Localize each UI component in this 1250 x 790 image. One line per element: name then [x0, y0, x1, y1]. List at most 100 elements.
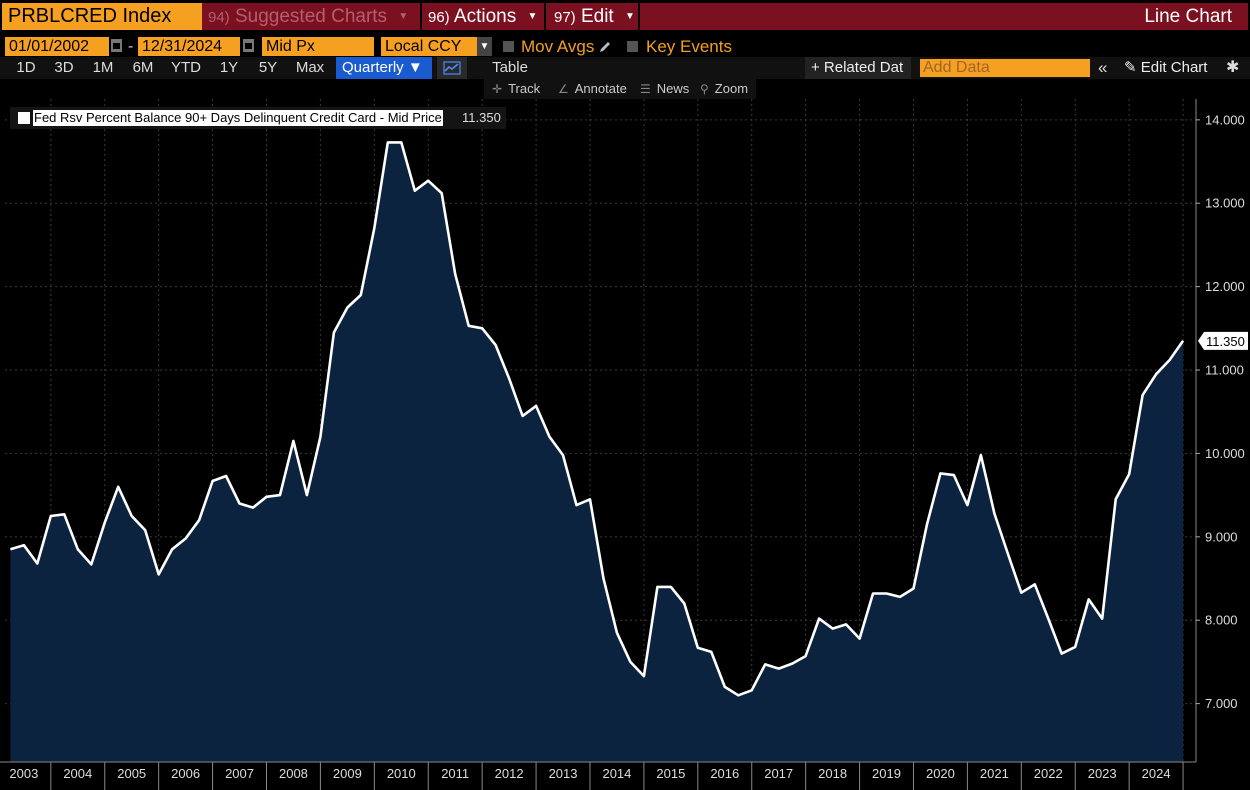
date-dash: -: [128, 38, 134, 55]
line-chart-button[interactable]: [437, 57, 467, 79]
period-ytd[interactable]: YTD: [171, 59, 201, 76]
suggested-charts-label: Suggested Charts: [234, 6, 388, 27]
edit-chart-label: Edit Chart: [1140, 59, 1208, 76]
period-5y[interactable]: 5Y: [258, 59, 278, 76]
y-tick-label: 8.000: [1205, 613, 1238, 628]
x-tick-label: 2009: [333, 766, 362, 781]
y-tick-label: 12.000: [1205, 279, 1245, 294]
edit-menu[interactable]: 97) Edit ▼: [554, 3, 635, 30]
x-tick-label: 2013: [549, 766, 578, 781]
actions-label: Actions: [453, 6, 517, 27]
news-icon: ☰: [640, 82, 651, 96]
x-axis-band: [0, 762, 1196, 790]
period-1m[interactable]: 1M: [92, 59, 114, 76]
frequency-select[interactable]: Quarterly ▼: [336, 57, 432, 79]
last-value-tag: [1198, 331, 1248, 350]
x-tick-label: 2023: [1088, 766, 1117, 781]
x-tick-label: 2022: [1034, 766, 1063, 781]
x-tick-label: 2021: [980, 766, 1009, 781]
line-chart-icon: [443, 61, 461, 75]
x-tick-label: 2015: [656, 766, 685, 781]
chevron-down-icon: ▼: [398, 11, 409, 23]
track-label: Track: [508, 81, 541, 96]
add-data-input[interactable]: Add Data: [920, 59, 1090, 77]
chevron-down-icon: ▼: [527, 11, 538, 23]
y-tick-label: 13.000: [1205, 196, 1245, 211]
chart-tools: ✛ Track ∠ Annotate ☰ News ⚲ Zoom: [484, 79, 756, 99]
period-max[interactable]: Max: [295, 59, 325, 76]
price-field-select[interactable]: Mid Px: [262, 37, 374, 56]
mov-avgs-checkbox[interactable]: [503, 41, 514, 52]
currency-select[interactable]: Local CCY: [381, 37, 477, 56]
x-tick-label: 2003: [9, 766, 38, 781]
last-value-label: 11.350: [1206, 334, 1245, 349]
annotate-tool[interactable]: ∠ Annotate: [558, 79, 627, 99]
zoom-icon: ⚲: [700, 82, 709, 96]
collapse-chevron-icon[interactable]: «: [1098, 58, 1108, 77]
x-axis: 2003 2004 2005 2006 2007 2008 2009 2010 2011 2012…: [0, 761, 1196, 790]
actions-num: 96): [428, 9, 450, 26]
legend-series-name: Fed Rsv Percent Balance 90+ Days Delinqu…: [33, 110, 443, 126]
header-bar: PRBLCRED Index 94) Suggested Charts ▼ 96…: [0, 0, 1250, 33]
y-tick-label: 7.000: [1205, 696, 1238, 711]
menu-divider: [638, 3, 640, 30]
x-tick-label: 2014: [602, 766, 631, 781]
related-data-button[interactable]: + Related Dat: [805, 57, 912, 79]
y-tick-label: 14.000: [1205, 112, 1245, 127]
crosshair-icon: ✛: [492, 82, 503, 96]
legend[interactable]: Fed Rsv Percent Balance 90+ Days Delinqu…: [10, 107, 506, 129]
x-tick-label: 2017: [764, 766, 793, 781]
x-tick-label: 2020: [926, 766, 955, 781]
period-3d[interactable]: 3D: [54, 59, 74, 76]
table-button[interactable]: Table: [492, 59, 528, 76]
pencil-icon: ✎: [1124, 59, 1141, 76]
end-date-field[interactable]: 12/31/2024: [138, 37, 240, 56]
series-line: [10, 141, 1185, 697]
key-events-checkbox[interactable]: [627, 41, 638, 52]
y-tick-label: 11.000: [1205, 363, 1244, 378]
x-tick-label: 2005: [117, 766, 146, 781]
x-tick-label: 2008: [279, 766, 308, 781]
y-tick-label: 10.000: [1205, 446, 1245, 461]
edit-num: 97): [554, 9, 576, 26]
x-tick-label: 2019: [872, 766, 901, 781]
actions-menu[interactable]: 96) Actions ▼: [428, 3, 537, 30]
x-tick-label: 2011: [441, 766, 469, 781]
edit-chart-button[interactable]: ✎ Edit Chart: [1124, 57, 1207, 79]
menu-divider: [420, 3, 422, 30]
x-tick-label: 2018: [818, 766, 847, 781]
pencil-icon[interactable]: [598, 40, 612, 54]
period-1y[interactable]: 1Y: [219, 59, 239, 76]
annotate-label: Annotate: [574, 81, 627, 96]
chevron-down-icon[interactable]: ▼: [477, 37, 492, 56]
edit-label: Edit: [580, 6, 614, 27]
mov-avgs-label[interactable]: Mov Avgs: [521, 37, 595, 56]
calendar-icon[interactable]: [243, 39, 254, 52]
news-tool[interactable]: ☰ News: [640, 79, 689, 99]
date-range-bar: 01/01/2002 - 12/31/2024 Mid Px Local CCY…: [0, 35, 1250, 57]
zoom-tool[interactable]: ⚲ Zoom: [700, 79, 748, 99]
track-tool[interactable]: ✛ Track: [492, 79, 540, 99]
legend-swatch: [18, 112, 30, 124]
x-tick-label: 2004: [63, 766, 92, 781]
gear-icon[interactable]: ✱: [1226, 59, 1240, 76]
menu-bar: 94) Suggested Charts ▼ 96) Actions ▼ 97)…: [202, 3, 1248, 30]
chart-area[interactable]: 7.000 8.000 9.000 10.000 11.000 12.000 13.000 1…: [0, 99, 1250, 790]
period-1d[interactable]: 1D: [16, 59, 36, 76]
period-bar: 1D 3D 1M 6M YTD 1Y 5Y Max Quarterly ▼ Ta…: [0, 57, 1250, 79]
period-6m[interactable]: 6M: [132, 59, 154, 76]
y-axis: 7.000 8.000 9.000 10.000 11.000 12.000 13.000 1…: [1195, 99, 1245, 762]
calendar-icon[interactable]: [111, 39, 122, 52]
grid-lines: [5, 99, 1196, 762]
ticker-field[interactable]: PRBLCRED Index: [2, 3, 202, 30]
news-label: News: [656, 81, 690, 96]
key-events-label[interactable]: Key Events: [646, 37, 732, 56]
start-date-field[interactable]: 01/01/2002: [5, 37, 109, 56]
x-tick-label: 2016: [710, 766, 739, 781]
suggested-charts-menu[interactable]: 94) Suggested Charts ▼: [208, 3, 408, 30]
zoom-label: Zoom: [714, 81, 749, 96]
chart-type-label: Line Chart: [1144, 6, 1232, 27]
legend-series-value: 11.350: [462, 110, 501, 125]
suggested-charts-num: 94): [208, 9, 230, 26]
menu-divider: [544, 3, 546, 30]
